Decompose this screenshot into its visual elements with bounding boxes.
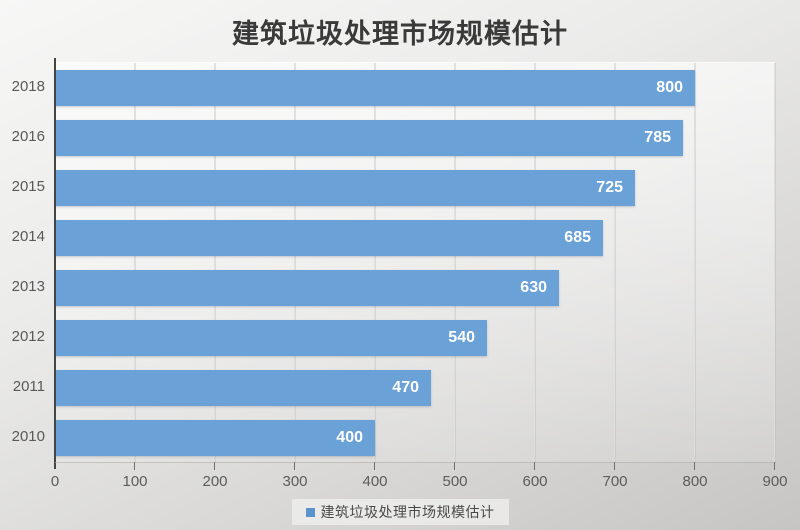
bar-2015: 725 — [55, 170, 635, 206]
bar-2016: 785 — [55, 120, 683, 156]
bar-data-label: 540 — [448, 329, 475, 346]
y-axis-label-2014: 2014 — [11, 228, 45, 245]
chart-title: 建筑垃圾处理市场规模估计 — [232, 19, 568, 49]
x-axis-tick-100 — [134, 462, 135, 470]
bar-2012: 540 — [55, 320, 487, 356]
gridline-900 — [774, 63, 775, 462]
x-axis-tick-700 — [614, 462, 615, 470]
bar-2011: 470 — [55, 370, 431, 406]
x-axis-label-800: 800 — [682, 473, 708, 490]
legend-marker-icon — [305, 507, 315, 517]
gridline-500 — [454, 63, 455, 462]
x-axis-label-700: 700 — [602, 473, 628, 490]
gridline-300 — [294, 63, 295, 462]
x-axis-label-100: 100 — [122, 473, 148, 490]
plot-area: 800 785 725 685 630 540 470 400 — [55, 62, 775, 462]
x-axis-tick-300 — [294, 462, 295, 470]
y-axis-label-2010: 2010 — [11, 428, 45, 445]
x-axis-tick-500 — [454, 462, 455, 470]
x-axis-tick-900 — [774, 462, 775, 470]
bar-2013: 630 — [55, 270, 559, 306]
gridline-800 — [694, 63, 695, 462]
gridline-400 — [374, 63, 375, 462]
x-axis-tick-400 — [374, 462, 375, 470]
y-axis-label-2015: 2015 — [11, 178, 45, 195]
legend-label: 建筑垃圾处理市场规模估计 — [320, 504, 495, 520]
x-axis-tick-800 — [694, 462, 695, 470]
x-axis-label-900: 900 — [762, 473, 788, 490]
bar-data-label: 785 — [644, 129, 671, 146]
legend: 建筑垃圾处理市场规模估计 — [0, 499, 800, 525]
gridline-700 — [614, 63, 615, 462]
bar-2010: 400 — [55, 420, 375, 456]
y-axis-label-2018: 2018 — [11, 78, 45, 95]
bar-2018: 800 — [55, 70, 695, 106]
bar-data-label: 800 — [656, 79, 683, 96]
bar-data-label: 400 — [336, 429, 363, 446]
legend-inner: 建筑垃圾处理市场规模估计 — [291, 499, 509, 525]
x-axis-tick-600 — [534, 462, 535, 470]
y-axis-label-2011: 2011 — [12, 378, 45, 395]
gridline-100 — [134, 63, 135, 462]
x-axis-label-500: 500 — [442, 473, 468, 490]
x-axis-label-0: 0 — [50, 473, 60, 490]
gridline-200 — [214, 63, 215, 462]
y-axis-label-2013: 2013 — [11, 278, 45, 295]
x-axis-line — [55, 462, 776, 463]
bar-data-label: 630 — [520, 279, 547, 296]
x-axis-tick-200 — [214, 462, 215, 470]
y-axis-label-2012: 2012 — [11, 328, 45, 345]
bar-data-label: 470 — [392, 379, 419, 396]
x-axis-label-300: 300 — [282, 473, 308, 490]
x-axis-label-400: 400 — [362, 473, 388, 490]
bar-2014: 685 — [55, 220, 603, 256]
y-axis-label-2016: 2016 — [11, 128, 45, 145]
x-axis-label-200: 200 — [202, 473, 228, 490]
bar-data-label: 725 — [596, 179, 623, 196]
x-axis-label-600: 600 — [522, 473, 548, 490]
y-axis-line — [54, 58, 56, 469]
bar-data-label: 685 — [564, 229, 591, 246]
gridline-600 — [534, 63, 535, 462]
